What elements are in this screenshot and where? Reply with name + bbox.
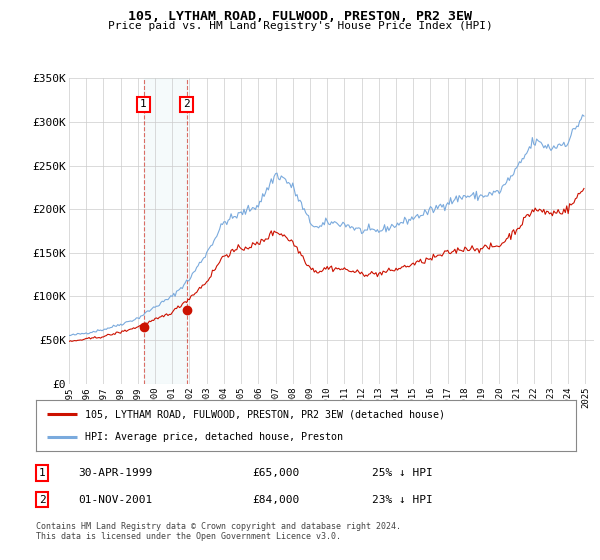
Text: 2: 2	[183, 99, 190, 109]
Text: 1: 1	[140, 99, 147, 109]
Text: HPI: Average price, detached house, Preston: HPI: Average price, detached house, Pres…	[85, 432, 343, 442]
Text: 1: 1	[38, 468, 46, 478]
Text: 2: 2	[38, 494, 46, 505]
Text: 23% ↓ HPI: 23% ↓ HPI	[372, 494, 433, 505]
Text: 01-NOV-2001: 01-NOV-2001	[78, 494, 152, 505]
Text: Price paid vs. HM Land Registry's House Price Index (HPI): Price paid vs. HM Land Registry's House …	[107, 21, 493, 31]
Text: £65,000: £65,000	[252, 468, 299, 478]
Text: Contains HM Land Registry data © Crown copyright and database right 2024.
This d: Contains HM Land Registry data © Crown c…	[36, 522, 401, 542]
Text: 30-APR-1999: 30-APR-1999	[78, 468, 152, 478]
Bar	[143, 78, 187, 384]
Text: 105, LYTHAM ROAD, FULWOOD, PRESTON, PR2 3EW: 105, LYTHAM ROAD, FULWOOD, PRESTON, PR2 …	[128, 10, 472, 23]
Text: 25% ↓ HPI: 25% ↓ HPI	[372, 468, 433, 478]
Text: 105, LYTHAM ROAD, FULWOOD, PRESTON, PR2 3EW (detached house): 105, LYTHAM ROAD, FULWOOD, PRESTON, PR2 …	[85, 409, 445, 419]
Text: £84,000: £84,000	[252, 494, 299, 505]
